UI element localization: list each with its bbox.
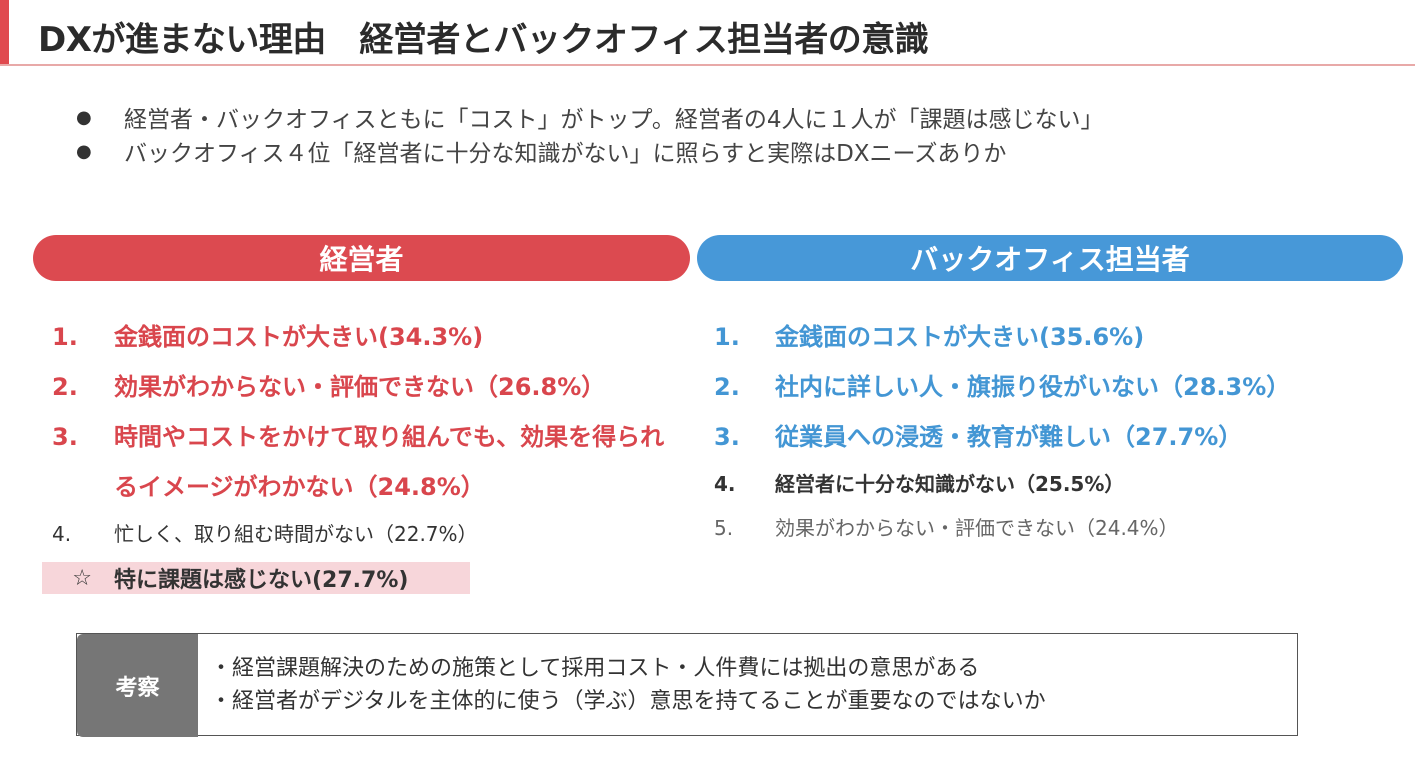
insight-box: 考察 ・経営課題解決のための施策として採用コスト・人件費には拠出の意思がある ・… [76,633,1298,737]
item-number: 2. [52,373,78,401]
item-number: 5. [714,516,734,540]
back-office-item: 3. 従業員への浸透・教育が難しい（27.7%） [714,412,1404,462]
highlighted-item: ☆ 特に課題は感じない(27.7%) [42,562,470,594]
insight-line: ・経営者がデジタルを主体的に使う（学ぶ）意思を持てることが重要なのではないか [210,689,1046,714]
item-text: 時間やコストをかけて取り組んでも、効果を得られるイメージがわかない（24.8%） [114,423,665,501]
executives-list: 1. 金銭面のコストが大きい(34.3%) 2. 効果がわからない・評価できない… [52,312,692,556]
back-office-header: バックオフィス担当者 [697,235,1403,281]
highlighted-text: 特に課題は感じない(27.7%) [114,568,409,593]
title-bar: DXが進まない理由 経営者とバックオフィス担当者の意識 [0,0,1415,66]
insight-line: ・経営課題解決のための施策として採用コスト・人件費には拠出の意思がある [210,656,980,681]
item-number: 3. [52,423,78,451]
executives-item: 1. 金銭面のコストが大きい(34.3%) [52,312,692,362]
executives-item: 3. 時間やコストをかけて取り組んでも、効果を得られるイメージがわかない（24.… [52,412,692,512]
executives-item: 4. 忙しく、取り組む時間がない（22.7%） [52,512,692,556]
item-text: 金銭面のコストが大きい(34.3%) [114,323,484,351]
item-number: 1. [52,323,78,351]
item-text: 金銭面のコストが大きい(35.6%) [775,323,1145,351]
item-text: 効果がわからない・評価できない（26.8%） [114,373,606,401]
insight-text: ・経営課題解決のための施策として採用コスト・人件費には拠出の意思がある ・経営者… [210,652,1046,718]
item-number: 1. [714,323,740,351]
item-text: 社内に詳しい人・旗振り役がいない（28.3%） [775,373,1291,401]
star-icon: ☆ [72,565,92,591]
back-office-item: 4. 経営者に十分な知識がない（25.5%） [714,462,1404,506]
item-text: 経営者に十分な知識がない（25.5%） [775,472,1125,496]
back-office-item: 1. 金銭面のコストが大きい(35.6%) [714,312,1404,362]
insight-label: 考察 [77,634,198,737]
summary-text: 経営者・バックオフィスともに「コスト」がトップ。経営者の4人に１人が「課題は感じ… [124,107,1104,133]
item-number: 4. [52,522,72,546]
title-accent-bar [0,0,9,64]
back-office-item: 2. 社内に詳しい人・旗振り役がいない（28.3%） [714,362,1404,412]
summary-bullets: ● 経営者・バックオフィスともに「コスト」がトップ。経営者の4人に１人が「課題は… [76,100,1376,168]
item-number: 4. [714,472,736,496]
back-office-list: 1. 金銭面のコストが大きい(35.6%) 2. 社内に詳しい人・旗振り役がいな… [714,312,1404,550]
page-title: DXが進まない理由 経営者とバックオフィス担当者の意識 [38,20,929,60]
summary-bullet: ● 経営者・バックオフィスともに「コスト」がトップ。経営者の4人に１人が「課題は… [76,100,1376,134]
item-text: 忙しく、取り組む時間がない（22.7%） [114,522,478,546]
summary-text: バックオフィス４位「経営者に十分な知識がない」に照らすと実際はDXニーズありか [124,141,1007,167]
bullet-icon: ● [76,140,92,162]
executives-header: 経営者 [33,235,690,281]
item-number: 2. [714,373,740,401]
item-text: 従業員への浸透・教育が難しい（27.7%） [775,423,1243,451]
back-office-item: 5. 効果がわからない・評価できない（24.4%） [714,506,1404,550]
item-text: 効果がわからない・評価できない（24.4%） [775,516,1179,540]
bullet-icon: ● [76,106,92,128]
item-number: 3. [714,423,740,451]
executives-item: 2. 効果がわからない・評価できない（26.8%） [52,362,692,412]
summary-bullet: ● バックオフィス４位「経営者に十分な知識がない」に照らすと実際はDXニーズあり… [76,134,1376,168]
